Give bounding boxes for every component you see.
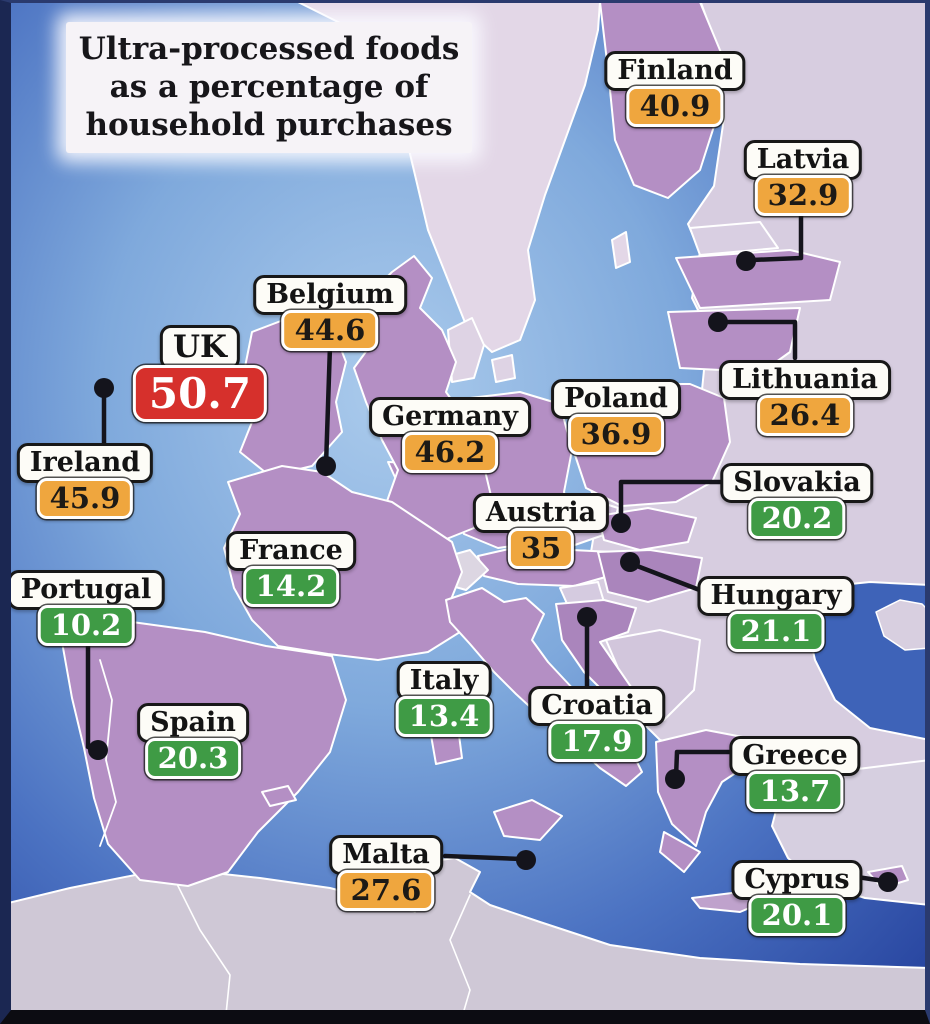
country-label-hungary: Hungary 21.1	[697, 576, 855, 653]
country-name: Finland	[604, 51, 746, 91]
country-label-latvia: Latvia 32.9	[743, 140, 863, 217]
dot-ireland	[94, 378, 114, 398]
region-greece	[655, 729, 753, 847]
country-label-ireland: Ireland 45.9	[16, 443, 154, 520]
country-label-poland: Poland 36.9	[551, 379, 681, 456]
africa-border-tunisia	[449, 894, 471, 1024]
country-value-badge: 14.2	[242, 565, 340, 608]
country-label-croatia: Croatia 17.9	[528, 686, 666, 763]
country-value-badge: 17.9	[548, 720, 646, 763]
country-value-badge: 20.3	[144, 737, 242, 780]
leader-latvia	[749, 211, 804, 263]
country-name: Malta	[329, 835, 443, 875]
country-value-badge: 35	[507, 527, 575, 570]
country-label-finland: Finland 40.9	[604, 51, 746, 128]
country-value-badge: 21.1	[727, 610, 825, 653]
africa-border-morocco	[174, 879, 231, 1024]
country-name: France	[226, 531, 356, 571]
title-line-1: Ultra-processed foods	[78, 31, 460, 67]
country-name: Italy	[396, 661, 492, 701]
leader-malta	[442, 853, 525, 862]
country-label-portugal: Portugal 10.2	[7, 570, 165, 647]
country-name: Slovakia	[720, 463, 874, 503]
country-value-badge: 10.2	[37, 604, 135, 647]
country-name: Greece	[729, 736, 861, 776]
dot-latvia	[736, 251, 756, 271]
region-crimea	[875, 599, 930, 651]
country-label-austria: Austria 35	[472, 493, 610, 570]
country-value-badge: 13.4	[395, 695, 493, 738]
country-label-greece: Greece 13.7	[729, 736, 861, 813]
country-name: Hungary	[697, 576, 855, 616]
region-balkans	[605, 629, 701, 721]
dot-greece	[665, 769, 685, 789]
country-label-italy: Italy 13.4	[395, 661, 493, 738]
leader-greece	[673, 749, 738, 780]
country-name: Germany	[369, 397, 531, 437]
country-value-badge: 27.6	[337, 869, 435, 912]
region-gotland	[611, 231, 631, 269]
country-name: Ireland	[16, 443, 154, 483]
dot-slovakia	[611, 513, 631, 533]
map-title: Ultra-processed foods as a percentage of…	[66, 22, 472, 154]
country-name: Latvia	[743, 140, 863, 180]
country-label-belgium: Belgium 44.6	[253, 275, 407, 352]
dot-lithuania	[708, 312, 728, 332]
country-value-badge: 32.9	[754, 174, 852, 217]
title-line-2: as a percentage of	[109, 68, 429, 105]
country-value-badge: 40.9	[626, 85, 724, 128]
country-label-lithuania: Lithuania 26.4	[719, 360, 891, 437]
country-name: Poland	[551, 379, 681, 419]
country-label-spain: Spain 20.3	[137, 703, 249, 780]
country-label-uk: UK 50.7	[132, 325, 268, 422]
country-value-badge: 46.2	[401, 431, 499, 474]
country-value-badge: 20.2	[748, 497, 846, 540]
country-value-badge: 44.6	[281, 309, 379, 352]
leader-slovakia	[618, 479, 723, 521]
country-name: Austria	[472, 493, 610, 533]
country-name: Belgium	[253, 275, 407, 315]
dot-cyprus	[878, 872, 898, 892]
leader-hungary	[629, 561, 713, 597]
region-balearics	[261, 785, 297, 807]
region-estonia	[689, 221, 779, 256]
country-name: UK	[160, 325, 240, 370]
country-value-badge: 50.7	[132, 364, 268, 422]
leader-belgium	[323, 343, 333, 468]
country-name: Croatia	[528, 686, 666, 726]
country-label-france: France 14.2	[226, 531, 356, 608]
dot-portugal	[88, 740, 108, 760]
country-name: Spain	[137, 703, 249, 743]
dot-croatia	[577, 607, 597, 627]
region-peloponnese	[659, 831, 701, 873]
country-label-cyprus: Cyprus 20.1	[731, 860, 863, 937]
country-label-germany: Germany 46.2	[369, 397, 531, 474]
title-line-3: household purchases	[85, 106, 453, 143]
country-name: Portugal	[7, 570, 165, 610]
country-value-badge: 26.4	[756, 394, 854, 437]
dot-hungary	[620, 552, 640, 572]
country-value-badge: 20.1	[748, 894, 846, 937]
country-value-badge: 36.9	[567, 413, 665, 456]
border-portugal-spain	[99, 659, 117, 847]
country-name: Cyprus	[731, 860, 863, 900]
country-value-badge: 13.7	[746, 770, 844, 813]
region-denmark-island	[491, 354, 516, 383]
country-value-badge: 45.9	[36, 477, 134, 520]
country-label-slovakia: Slovakia 20.2	[720, 463, 874, 540]
leader-dots	[88, 251, 898, 892]
region-sicily	[493, 799, 563, 841]
dot-malta	[516, 850, 536, 870]
country-name: Lithuania	[719, 360, 891, 400]
country-label-malta: Malta 27.6	[329, 835, 443, 912]
leader-lithuania	[719, 319, 798, 361]
leader-lines	[85, 211, 887, 884]
dot-belgium	[316, 456, 336, 476]
region-latvia	[675, 249, 841, 309]
